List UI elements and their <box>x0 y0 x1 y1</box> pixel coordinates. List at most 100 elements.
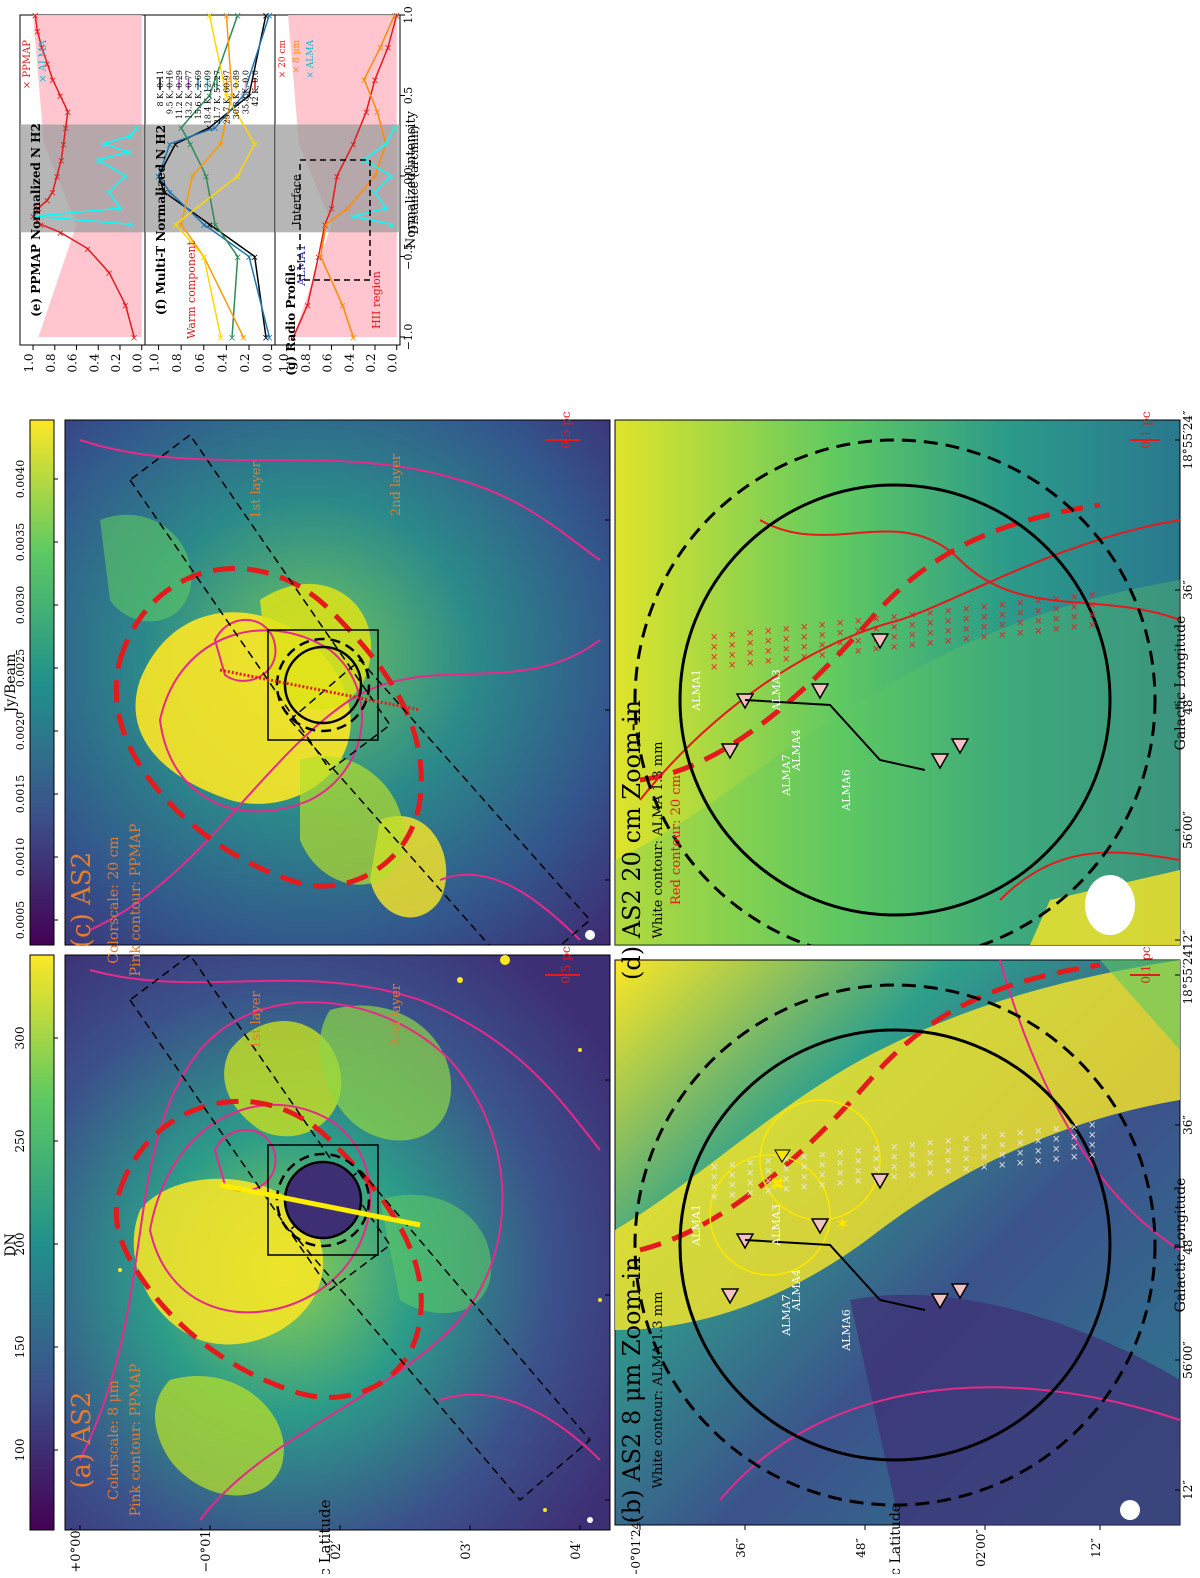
grid-marker: × <box>1070 602 1078 613</box>
data-point: × <box>121 301 129 312</box>
data-point: × <box>29 212 37 223</box>
data-point: × <box>250 252 258 263</box>
panel-a-layer1: 1st layer <box>249 990 264 1048</box>
grid-marker: × <box>1052 624 1060 635</box>
grid-marker: × <box>926 1138 934 1149</box>
data-point: × <box>34 204 42 215</box>
alma-source-marker <box>720 1288 740 1305</box>
grid-marker: × <box>728 640 736 651</box>
emission-blob <box>300 756 404 885</box>
grid-marker: × <box>962 1164 970 1175</box>
data-point: × <box>100 140 108 151</box>
grid-marker: × <box>728 630 736 641</box>
legend-entry: × 20 cm <box>278 40 288 79</box>
lon-tick-label: 18°55′24″ <box>1181 945 1195 1005</box>
panel-d-contour-note: White contour: ALMA 1.3 mm <box>651 742 666 939</box>
data-point: × <box>83 244 91 255</box>
data-point: × <box>344 204 352 215</box>
data-point: × <box>171 140 179 151</box>
grid-marker: × <box>1052 1124 1060 1135</box>
value-tick-label: 1.0 <box>148 353 162 372</box>
beam-marker <box>587 1517 593 1523</box>
grid-marker: × <box>926 1158 934 1169</box>
grid-marker: × <box>1088 620 1096 631</box>
source-connection-line <box>744 699 926 771</box>
grid-marker: × <box>782 1154 790 1165</box>
data-point: × <box>382 204 390 215</box>
grid-marker: × <box>1070 592 1078 603</box>
grid-marker: × <box>908 1170 916 1181</box>
data-point: × <box>43 196 51 207</box>
data-point: × <box>265 333 273 344</box>
data-point: × <box>289 333 297 344</box>
panel-e: ×××××××××××××××××××××××××××××××0.00.20.4… <box>19 11 164 373</box>
panel-b-image: ××××××××××××××××××××××××××××××××××××××××… <box>615 960 1180 1525</box>
grid-marker: × <box>1070 1132 1078 1143</box>
beam-marker <box>585 930 595 940</box>
distance-tick-label: −0.5 <box>402 243 415 270</box>
value-tick-label: 1.0 <box>22 353 36 372</box>
data-point: × <box>228 91 236 102</box>
panel-c-layer1: 1st layer <box>249 460 264 518</box>
grid-marker: × <box>998 630 1006 641</box>
series-line <box>157 14 271 338</box>
grid-marker: × <box>944 1156 952 1167</box>
grid-marker: × <box>908 620 916 631</box>
grid-marker: × <box>710 1182 718 1193</box>
grid-marker: × <box>800 622 808 633</box>
grid-marker: × <box>710 662 718 673</box>
grid-marker: × <box>962 1144 970 1155</box>
grid-marker: × <box>764 626 772 637</box>
value-tick-label: 0.2 <box>109 353 123 372</box>
source-label: ALMA1 <box>690 669 703 711</box>
grid-marker: × <box>1052 1134 1060 1145</box>
data-point: × <box>239 91 247 102</box>
star-point <box>118 1268 122 1272</box>
emission-blob <box>319 1005 452 1141</box>
source-label: ALMA6 <box>840 769 853 811</box>
grid-marker: × <box>1016 1158 1024 1169</box>
data-point: × <box>349 140 357 151</box>
series-line <box>174 14 256 338</box>
data-point: × <box>127 132 135 143</box>
grid-marker: × <box>746 658 754 669</box>
grid-marker: × <box>926 628 934 639</box>
legend-entry: 15.6 K, 2.69 <box>194 70 203 119</box>
grid-marker: × <box>710 642 718 653</box>
grid-marker: × <box>764 1176 772 1187</box>
grid-marker: × <box>872 1144 880 1155</box>
ppmap-contour <box>999 960 1180 1251</box>
grid-marker: × <box>944 1146 952 1157</box>
grid-marker: × <box>1070 622 1078 633</box>
grid-marker: × <box>890 612 898 623</box>
grid-marker: × <box>818 1170 826 1181</box>
data-point: × <box>338 301 346 312</box>
distance-tick-label: 0.5 <box>402 87 415 105</box>
lat-tick-label: 36″ <box>734 1538 748 1558</box>
grid-marker: × <box>1070 1122 1078 1133</box>
data-point: × <box>94 156 102 167</box>
grid-marker: × <box>926 608 934 619</box>
grid-marker: × <box>728 660 736 671</box>
grid-marker: × <box>1034 616 1042 627</box>
panel-c-contour-note: Pink contour: PPMAP <box>128 824 144 977</box>
grid-marker: × <box>1088 1120 1096 1131</box>
outer-circle <box>633 438 1157 945</box>
lat-tick-label: 02′ <box>329 1540 344 1560</box>
panel-c-colorbar: Jy/Beam 0.0005 0.0010 0.0015 0.0020 0.0025 0.0… <box>3 419 58 946</box>
ppmap-contour <box>719 1386 1180 1501</box>
data-point: × <box>333 172 341 183</box>
grid-marker: × <box>836 1158 844 1169</box>
data-point: × <box>64 108 72 119</box>
data-point: × <box>245 91 253 102</box>
data-point: × <box>222 91 230 102</box>
value-tick-label: 0.2 <box>364 353 378 372</box>
data-point: × <box>234 172 242 183</box>
grid-marker: × <box>746 628 754 639</box>
data-point: × <box>349 212 357 223</box>
data-point: × <box>205 91 213 102</box>
panel-a-colorscale: Colorscale: 8 μm <box>106 1380 122 1500</box>
grid-marker: × <box>980 1132 988 1143</box>
emission-band <box>1100 960 1180 1050</box>
